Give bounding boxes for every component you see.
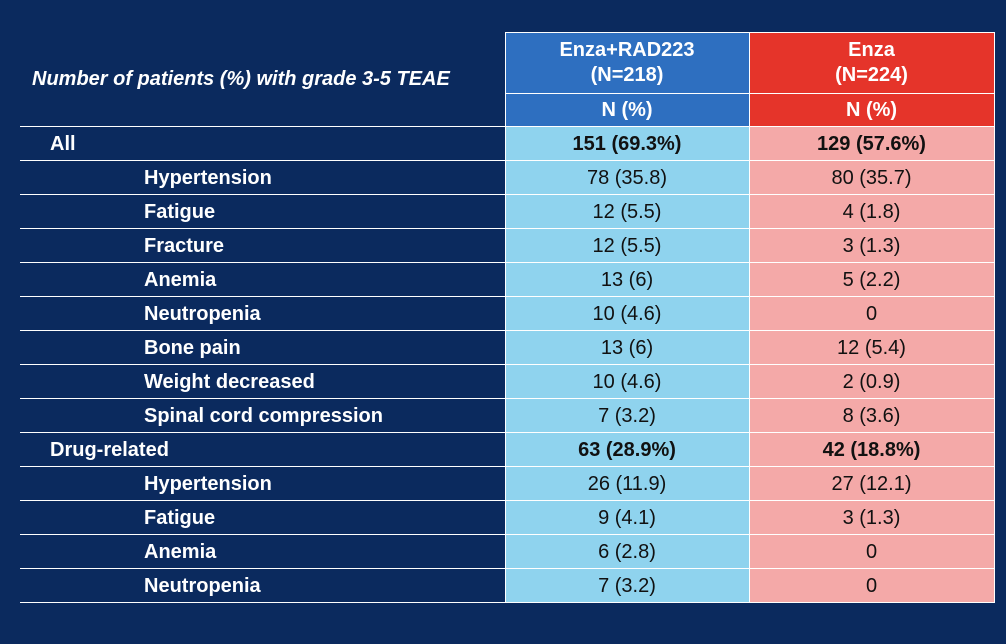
table-row: Fatigue 9 (4.1) 3 (1.3) xyxy=(20,500,995,535)
row-label: Fatigue xyxy=(20,500,506,535)
arm-b-value: 80 (35.7) xyxy=(748,160,995,195)
arm-a-value: 151 (69.3%) xyxy=(504,126,750,161)
row-label: Bone pain xyxy=(20,330,506,365)
row-label: Neutropenia xyxy=(20,296,506,331)
arm-a-value: 6 (2.8) xyxy=(504,534,750,569)
table-row: Bone pain 13 (6) 12 (5.4) xyxy=(20,330,995,365)
arm-a-value: 13 (6) xyxy=(504,330,750,365)
arm-b-value: 129 (57.6%) xyxy=(748,126,995,161)
row-label: All xyxy=(20,126,506,161)
row-label: Hypertension xyxy=(20,466,506,501)
arm-a-value: 26 (11.9) xyxy=(504,466,750,501)
arm-a-header: Enza+RAD223 (N=218) xyxy=(504,32,750,94)
arm-a-value: 9 (4.1) xyxy=(504,500,750,535)
arm-b-value: 3 (1.3) xyxy=(748,228,995,263)
arm-b-n: (N=224) xyxy=(835,64,908,86)
table-row: Hypertension 78 (35.8) 80 (35.7) xyxy=(20,160,995,195)
table-unit-row: N (%) N (%) xyxy=(20,93,995,127)
arm-a-value: 13 (6) xyxy=(504,262,750,297)
arm-b-value: 2 (0.9) xyxy=(748,364,995,399)
table-row: Anemia 6 (2.8) 0 xyxy=(20,534,995,569)
teae-table: Number of patients (%) with grade 3-5 TE… xyxy=(20,32,995,603)
row-label: Fracture xyxy=(20,228,506,263)
table-row: Fatigue 12 (5.5) 4 (1.8) xyxy=(20,194,995,229)
arm-b-header: Enza (N=224) xyxy=(748,32,995,94)
table-row: Anemia 13 (6) 5 (2.2) xyxy=(20,262,995,297)
arm-a-name: Enza+RAD223 xyxy=(559,39,695,61)
table-title: Number of patients (%) with grade 3-5 TE… xyxy=(20,32,506,127)
arm-b-unit: N (%) xyxy=(748,93,995,127)
row-label: Fatigue xyxy=(20,194,506,229)
arm-b-value: 0 xyxy=(748,296,995,331)
arm-b-value: 27 (12.1) xyxy=(748,466,995,501)
table-header-row: Number of patients (%) with grade 3-5 TE… xyxy=(20,32,995,127)
arm-b-name: Enza xyxy=(848,39,895,61)
arm-a-value: 12 (5.5) xyxy=(504,228,750,263)
row-label: Anemia xyxy=(20,534,506,569)
arm-b-value: 5 (2.2) xyxy=(748,262,995,297)
table-row: Weight decreased 10 (4.6) 2 (0.9) xyxy=(20,364,995,399)
arm-b-value: 0 xyxy=(748,568,995,603)
table-row: Spinal cord compression 7 (3.2) 8 (3.6) xyxy=(20,398,995,433)
arm-b-value: 4 (1.8) xyxy=(748,194,995,229)
row-label: Anemia xyxy=(20,262,506,297)
arm-b-value: 12 (5.4) xyxy=(748,330,995,365)
arm-a-value: 12 (5.5) xyxy=(504,194,750,229)
table-row: Neutropenia 10 (4.6) 0 xyxy=(20,296,995,331)
arm-a-n: (N=218) xyxy=(590,64,664,86)
arm-b-value: 8 (3.6) xyxy=(748,398,995,433)
table-row-category: All 151 (69.3%) 129 (57.6%) xyxy=(20,126,995,161)
table-row: Fracture 12 (5.5) 3 (1.3) xyxy=(20,228,995,263)
row-label: Hypertension xyxy=(20,160,506,195)
row-label: Weight decreased xyxy=(20,364,506,399)
row-label: Neutropenia xyxy=(20,568,506,603)
table-row-category: Drug-related 63 (28.9%) 42 (18.8%) xyxy=(20,432,995,467)
table-row: Neutropenia 7 (3.2) 0 xyxy=(20,568,995,603)
arm-a-unit: N (%) xyxy=(504,93,750,127)
row-label: Drug-related xyxy=(20,432,506,467)
arm-a-value: 10 (4.6) xyxy=(504,296,750,331)
arm-b-value: 3 (1.3) xyxy=(748,500,995,535)
arm-a-value: 63 (28.9%) xyxy=(504,432,750,467)
arm-a-value: 7 (3.2) xyxy=(504,568,750,603)
row-label: Spinal cord compression xyxy=(20,398,506,433)
arm-a-value: 78 (35.8) xyxy=(504,160,750,195)
arm-b-value: 0 xyxy=(748,534,995,569)
arm-b-value: 42 (18.8%) xyxy=(748,432,995,467)
arm-a-value: 10 (4.6) xyxy=(504,364,750,399)
arm-a-value: 7 (3.2) xyxy=(504,398,750,433)
table-row: Hypertension 26 (11.9) 27 (12.1) xyxy=(20,466,995,501)
